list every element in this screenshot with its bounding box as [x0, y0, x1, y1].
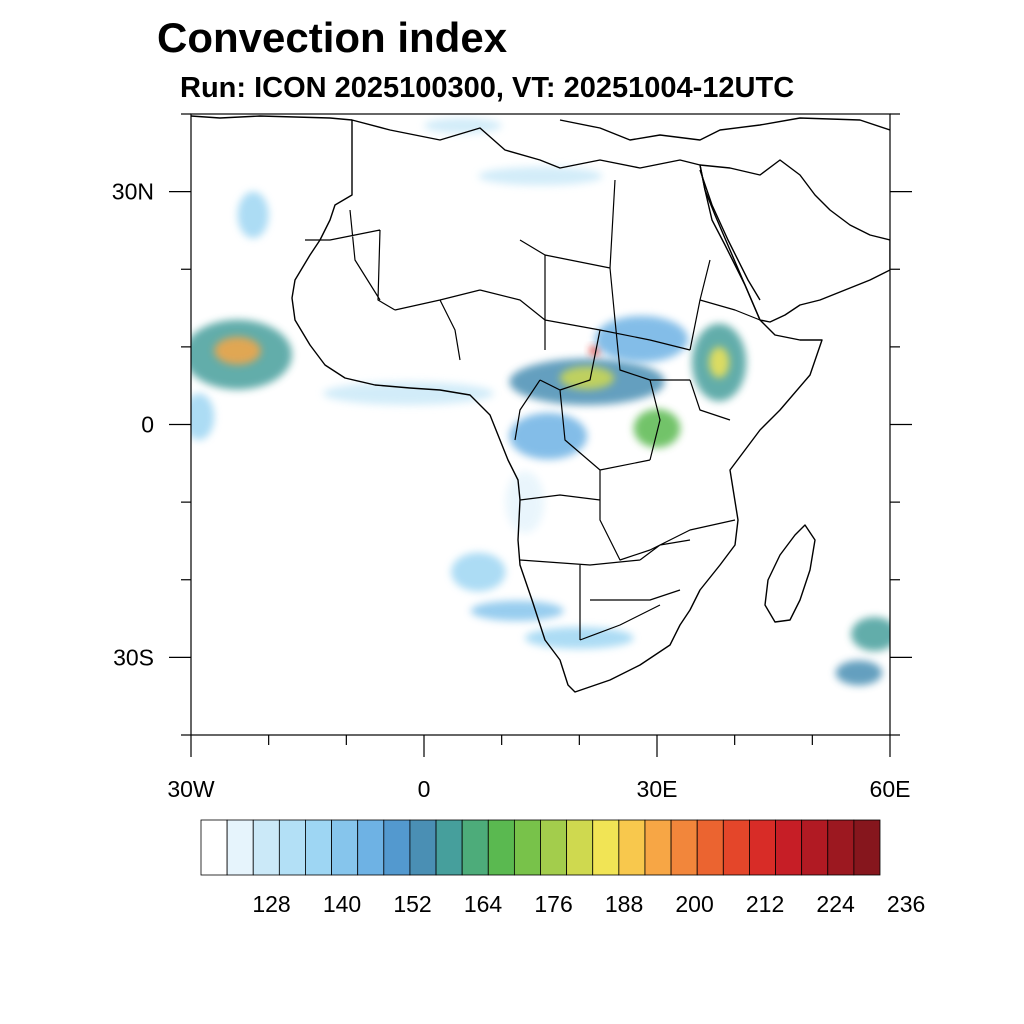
convection-cell-med-streak — [424, 117, 502, 134]
convection-cell-central-africa-core — [559, 366, 615, 390]
colorbar-label: 140 — [323, 891, 361, 917]
plot-subtitle: Run: ICON 2025100300, VT: 20251004-12UTC — [180, 72, 795, 104]
x-tick-label: 60E — [870, 776, 911, 802]
x-tick-label: 0 — [418, 776, 431, 802]
madagascar-coastline — [764, 524, 816, 623]
colorbar-swatch — [461, 819, 489, 876]
x-tick-label: 30W — [167, 776, 215, 802]
y-tick-label: 30N — [112, 179, 154, 205]
convection-cell-canary-streak — [237, 191, 269, 239]
colorbar-label: 212 — [746, 891, 784, 917]
colorbar-swatch — [644, 819, 672, 876]
country-borders — [305, 179, 761, 641]
convection-cell-sudan-band — [594, 315, 689, 363]
y-tick-label: 30S — [113, 644, 154, 670]
convection-cell-south-africa-band — [524, 627, 634, 649]
colorbar-swatch — [513, 819, 541, 876]
colorbar-swatch — [592, 819, 620, 876]
convection-cell-cape-front — [470, 600, 564, 621]
colorbar-label: 176 — [534, 891, 572, 917]
colorbar-swatch — [409, 819, 437, 876]
colorbar-label: 152 — [393, 891, 431, 917]
europe-coastline — [191, 115, 890, 141]
colorbar-label: 224 — [816, 891, 855, 917]
colorbar-labels: 128 140 152 164 176 188 200 212 224 236 — [252, 891, 925, 917]
convection-cell-atlantic-itcz-core — [214, 336, 261, 365]
colorbar-swatch — [331, 819, 359, 876]
colorbar-swatch — [775, 819, 803, 876]
colorbar-swatch — [278, 819, 306, 876]
convection-cell-indian-ocean-front — [851, 617, 890, 652]
colorbar-swatch — [226, 819, 254, 876]
colorbar-swatch — [749, 819, 776, 876]
axis-ticks — [169, 113, 912, 757]
red-sea — [699, 169, 761, 301]
colorbar-swatch — [305, 819, 332, 876]
colorbar-label: 164 — [464, 891, 503, 917]
convection-cell-atlantic-west-edge — [191, 393, 215, 441]
colorbar-label: 200 — [675, 891, 713, 917]
y-tick-label: 0 — [141, 412, 154, 438]
plot-title: Convection index — [157, 14, 508, 61]
convection-cell-ethiopia-core — [709, 346, 730, 378]
colorbar-swatch — [252, 819, 280, 876]
convection-cell-sahara-streak — [478, 166, 603, 186]
colorbar-swatch — [566, 819, 594, 876]
convection-field — [191, 117, 890, 686]
convection-cell-gulf-guinea-band — [323, 381, 494, 406]
convection-cell-lake-victoria — [633, 408, 681, 448]
colorbar-swatch — [618, 819, 646, 876]
colorbar-swatch — [670, 819, 698, 876]
colorbar-swatch — [487, 819, 515, 876]
convection-cell-indian-ocean-front-2 — [835, 660, 883, 686]
colorbar — [200, 819, 881, 876]
colorbar-swatch — [696, 819, 724, 876]
colorbar-swatch — [357, 819, 385, 876]
colorbar-label: 236 — [887, 891, 925, 917]
x-tick-label: 30E — [637, 776, 678, 802]
colorbar-label: 188 — [605, 891, 643, 917]
colorbar-swatch — [801, 819, 829, 876]
colorbar-swatch — [827, 819, 855, 876]
colorbar-swatch — [383, 819, 411, 876]
colorbar-label: 128 — [252, 891, 290, 917]
colorbar-swatch — [540, 819, 568, 876]
convection-cell-car-hotspot — [589, 346, 601, 356]
colorbar-swatch — [853, 819, 881, 876]
convection-cell-south-atlantic-front — [451, 552, 506, 592]
coastlines — [191, 115, 890, 693]
colorbar-swatch — [200, 819, 228, 876]
arabia-coastline — [699, 159, 890, 323]
colorbar-swatch — [722, 819, 750, 876]
convection-cell-angola-coast — [505, 471, 545, 534]
convection-cell-congo-basin — [509, 412, 588, 460]
axis-labels: 30W 0 30E 60E 30N 0 30S — [112, 179, 911, 802]
colorbar-swatch — [435, 819, 463, 876]
